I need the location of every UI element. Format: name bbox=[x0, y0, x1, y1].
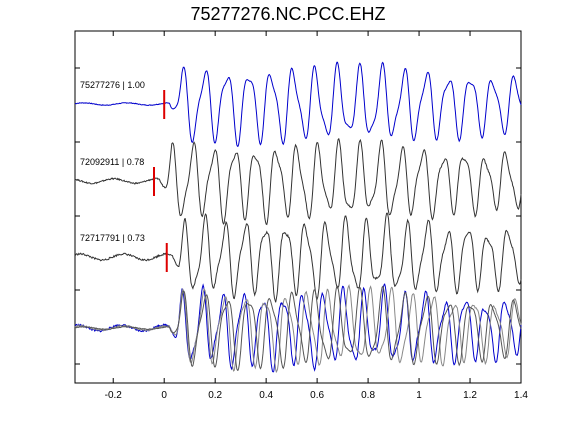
x-tick-label: -0.2 bbox=[105, 390, 123, 401]
trace-line bbox=[74, 212, 522, 303]
x-tick-label: 0.8 bbox=[361, 390, 375, 401]
x-tick-label: 0.2 bbox=[208, 390, 222, 401]
stack-trace-line bbox=[74, 283, 522, 374]
stack-trace-line bbox=[74, 285, 522, 371]
trace-label: 72092911 | 0.78 bbox=[80, 157, 144, 167]
x-tick-label: 0 bbox=[161, 390, 167, 401]
x-tick-label: 0.6 bbox=[310, 390, 324, 401]
chart-title: 75277276.NC.PCC.EHZ bbox=[190, 4, 386, 24]
stack-group bbox=[74, 283, 522, 374]
trace-line bbox=[74, 137, 522, 226]
trace-label: 72717791 | 0.73 bbox=[80, 233, 145, 243]
x-tick-label: 1.4 bbox=[514, 390, 528, 401]
x-axis: -0.2 0 0.2 0.4 0.6 0.8 1 1.2 1.4 bbox=[105, 31, 528, 401]
x-tick-label: 1.2 bbox=[463, 390, 477, 401]
plot-frame bbox=[74, 30, 522, 384]
trace-label: 75277276 | 1.00 bbox=[80, 80, 145, 90]
y-axis-ticks bbox=[75, 67, 521, 365]
trace-group: 75277276 | 1.00 72092911 | 0.78 72717791 |… bbox=[74, 61, 522, 303]
trace-line bbox=[74, 61, 522, 147]
x-tick-label: 0.4 bbox=[259, 390, 273, 401]
x-tick-label: 1 bbox=[416, 390, 422, 401]
